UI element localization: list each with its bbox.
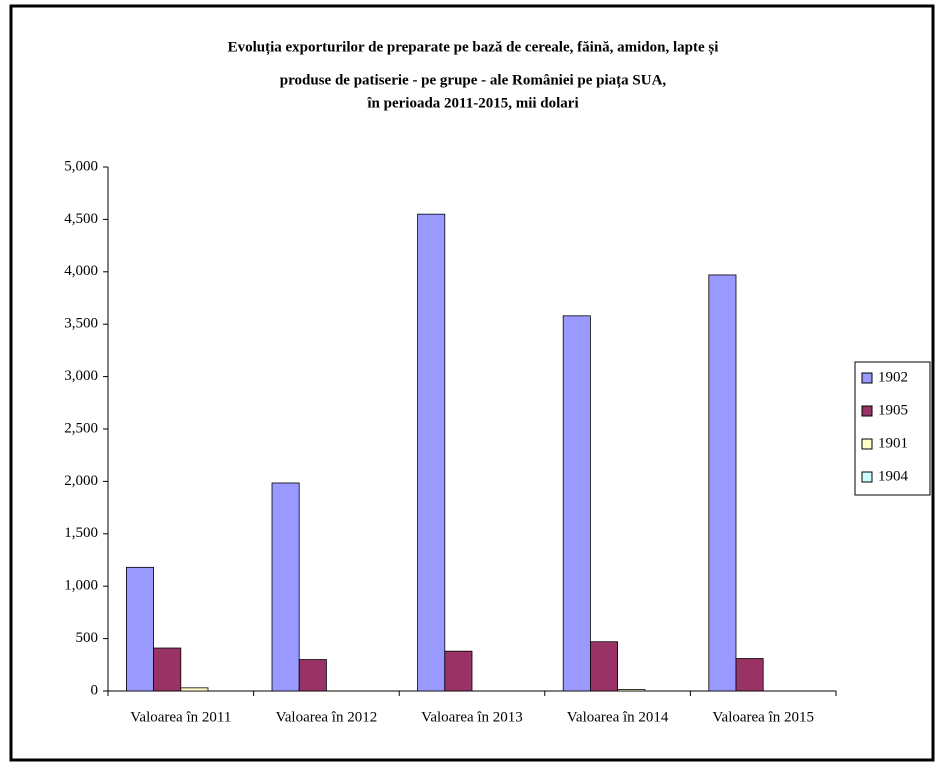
bar (417, 213, 446, 692)
x-tick-label: Valoarea în 2014 (567, 709, 669, 725)
bar (617, 689, 646, 692)
x-tick-label: Valoarea în 2011 (130, 709, 231, 725)
y-tick-label: 4,000 (64, 263, 98, 279)
legend-swatch (861, 372, 873, 384)
bar (444, 650, 473, 692)
chart-title: în perioada 2011-2015, mii dolari (366, 95, 578, 111)
legend-label: 1902 (878, 369, 908, 385)
y-tick-label: 3,500 (64, 316, 98, 332)
y-tick-label: 3,000 (64, 368, 98, 384)
legend-swatch (861, 405, 873, 417)
y-tick-label: 4,500 (64, 211, 98, 227)
bar (562, 315, 591, 692)
y-tick-label: 1,000 (64, 578, 98, 594)
chart-border (9, 4, 935, 762)
x-tick-label: Valoarea în 2015 (712, 709, 814, 725)
bar (153, 647, 182, 692)
y-tick-label: 5,000 (64, 158, 98, 174)
chart-title: produse de patiserie - pe grupe - ale Ro… (280, 72, 667, 88)
legend-label: 1905 (878, 402, 908, 418)
bar (126, 566, 155, 692)
bar (180, 687, 209, 692)
y-tick-label: 2,500 (64, 420, 98, 436)
bar (590, 641, 619, 692)
bar (298, 659, 327, 692)
chart-title: Evoluția exporturilor de preparate pe ba… (228, 39, 719, 55)
y-tick-label: 2,000 (64, 473, 98, 489)
bar (735, 658, 764, 692)
bar (271, 482, 300, 692)
bar (708, 274, 737, 692)
legend-swatch (861, 471, 873, 483)
x-tick-label: Valoarea în 2012 (276, 709, 378, 725)
y-tick-label: 500 (76, 630, 99, 646)
legend-label: 1901 (878, 435, 908, 451)
legend-swatch (861, 438, 873, 450)
x-tick-label: Valoarea în 2013 (421, 709, 523, 725)
y-tick-label: 1,500 (64, 525, 98, 541)
legend-label: 1904 (878, 468, 909, 484)
y-tick-label: 0 (91, 682, 99, 698)
